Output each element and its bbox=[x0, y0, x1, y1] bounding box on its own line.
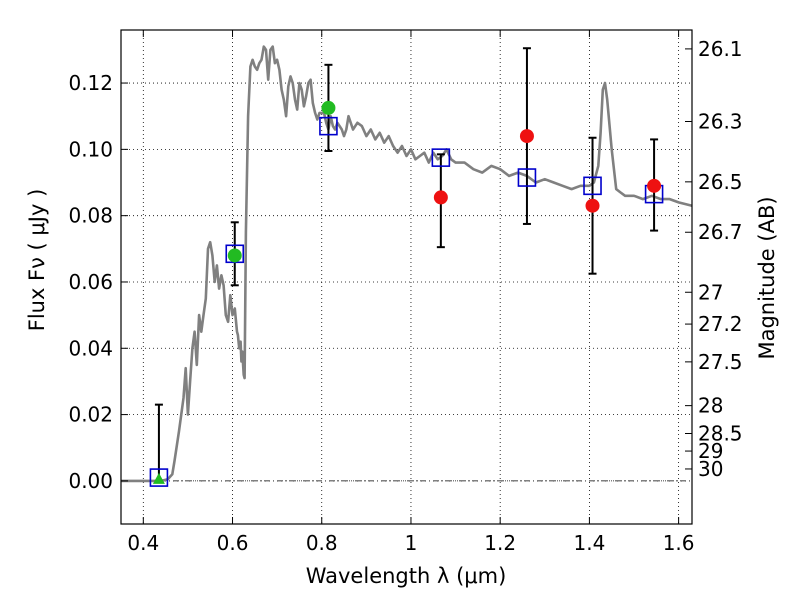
y-axis-label: Flux Fν ( μJy ) bbox=[25, 189, 49, 332]
x-tick-label: 0.4 bbox=[127, 531, 159, 555]
magnitude-tick-label: 26.3 bbox=[698, 110, 743, 134]
y-tick-label: 0.08 bbox=[68, 204, 113, 228]
y-tick-label: 0.10 bbox=[68, 137, 113, 161]
model-spectrum bbox=[121, 45, 693, 483]
magnitude-tick-label: 27 bbox=[698, 280, 723, 304]
magnitude-tick-label: 30 bbox=[698, 457, 723, 481]
magnitude-tick-label: 26.5 bbox=[698, 170, 743, 194]
observed-markers bbox=[152, 100, 662, 484]
model-spectrum-line bbox=[121, 45, 693, 483]
red-circle-marker bbox=[519, 129, 534, 144]
x-tick-label: 1 bbox=[405, 531, 418, 555]
red-circle-marker bbox=[647, 178, 662, 193]
plot-frame bbox=[120, 29, 693, 525]
magnitude-tick-label: 27.2 bbox=[698, 312, 743, 336]
magnitude-tick-label: 26.1 bbox=[698, 37, 743, 61]
x-tick-label: 0.8 bbox=[306, 531, 338, 555]
model-photometry-squares bbox=[149, 116, 664, 487]
red-circle-marker bbox=[433, 190, 448, 205]
magnitude-tick-label: 29 bbox=[698, 439, 723, 463]
x-tick-label: 0.6 bbox=[217, 531, 249, 555]
model-photometry-square bbox=[319, 116, 338, 136]
model-photometry-square bbox=[431, 148, 451, 167]
x-ticks: 0.4 0.6 0.8 1 1.2 1.4 1.6 bbox=[127, 30, 695, 555]
green-triangle-marker bbox=[152, 472, 165, 484]
error-bars bbox=[154, 47, 659, 482]
x-axis-label: Wavelength λ (μm) bbox=[306, 564, 507, 588]
green-circle-marker bbox=[227, 248, 242, 263]
y-tick-label: 0.06 bbox=[68, 270, 113, 294]
magnitude-tick-label: 26.7 bbox=[698, 220, 743, 244]
y-tick-label: 0.00 bbox=[68, 469, 113, 493]
model-photometry-square bbox=[149, 468, 169, 487]
magnitude-tick-label: 28.5 bbox=[698, 421, 743, 445]
x-tick-label: 1.4 bbox=[573, 531, 605, 555]
y-tick-label: 0.12 bbox=[68, 71, 113, 95]
y2-axis-label: Magnitude (AB) bbox=[755, 196, 779, 359]
green-circle-marker bbox=[321, 100, 336, 115]
y-tick-label: 0.02 bbox=[68, 403, 113, 427]
x-tick-label: 1.6 bbox=[663, 531, 695, 555]
x-tick-label: 1.2 bbox=[484, 531, 516, 555]
magnitude-tick-label: 27.5 bbox=[698, 350, 743, 374]
red-circle-marker bbox=[585, 198, 600, 213]
y-tick-label: 0.04 bbox=[68, 336, 113, 360]
magnitude-tick-label: 28 bbox=[698, 394, 723, 418]
y-ticks: 0.00 0.02 0.04 0.06 0.08 0.10 0.12 bbox=[68, 71, 128, 493]
model-photometry-square bbox=[517, 168, 537, 187]
model-photometry-square bbox=[583, 176, 602, 196]
